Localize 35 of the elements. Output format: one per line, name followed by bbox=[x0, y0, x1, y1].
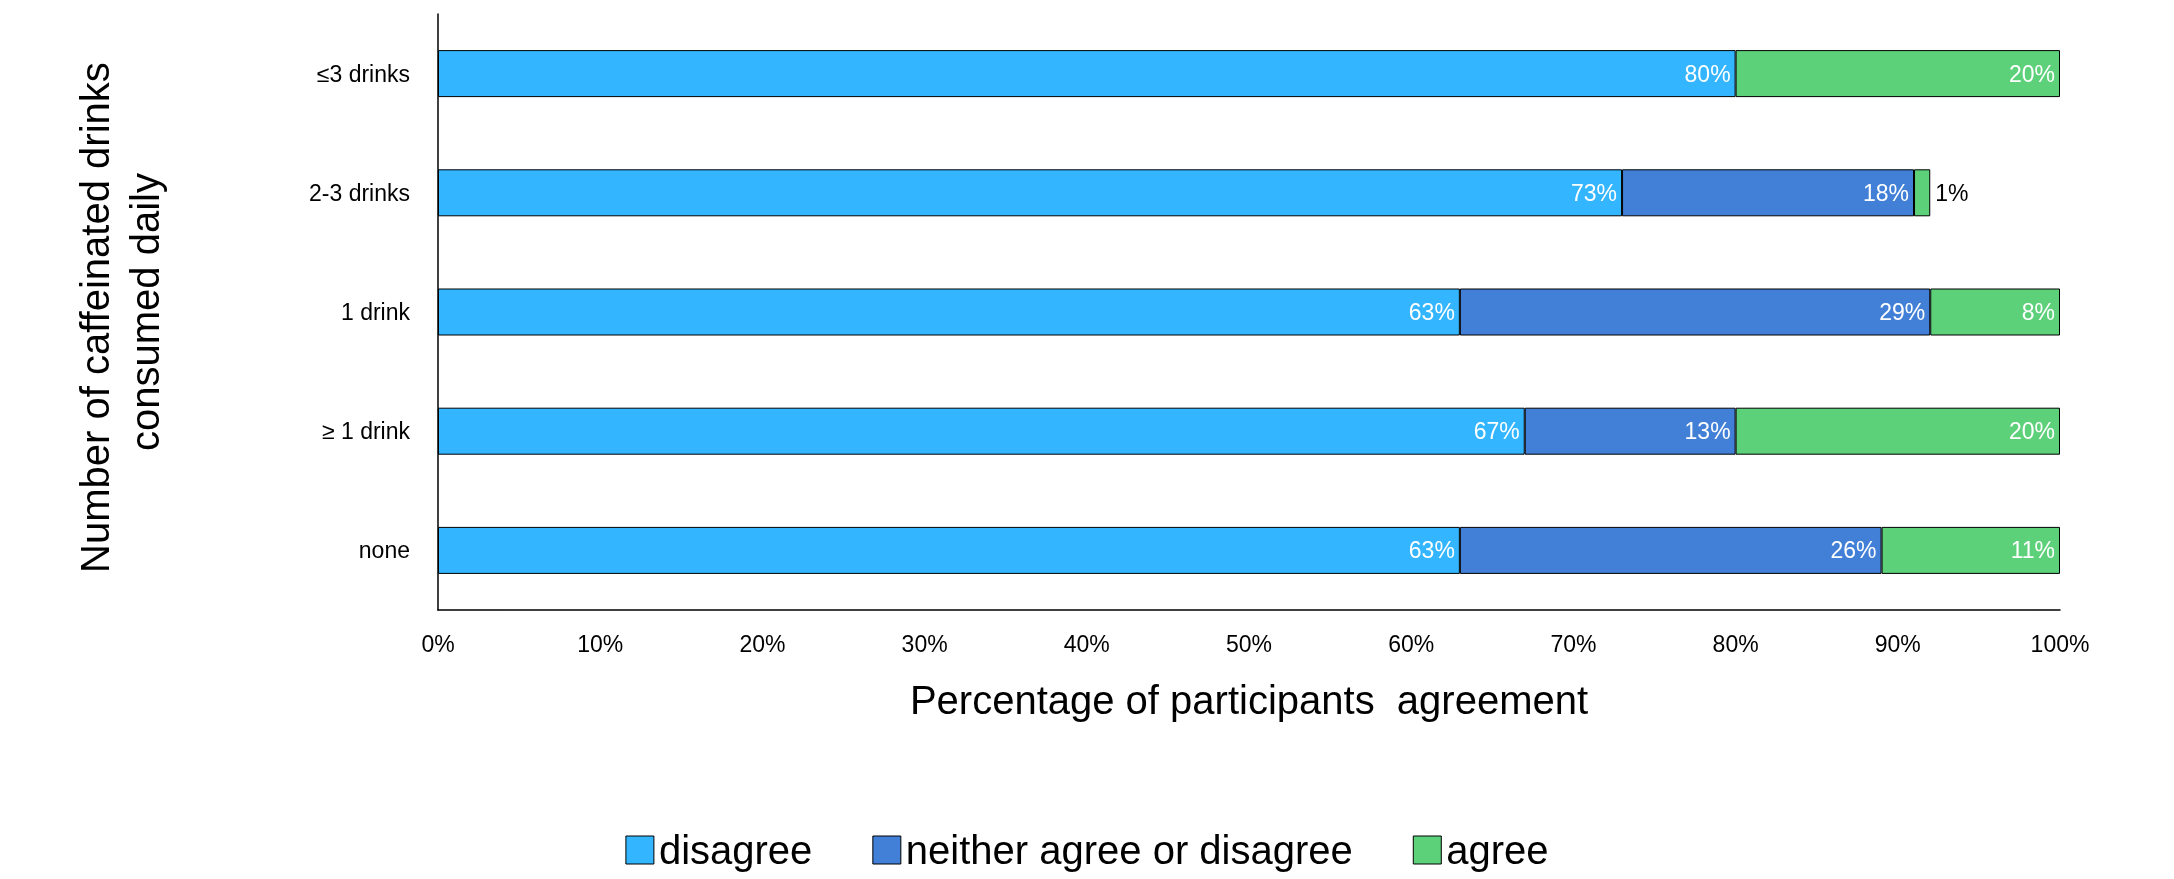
y-tick-label: none bbox=[358, 537, 410, 564]
data-label: 73% bbox=[1571, 179, 1618, 206]
x-axis-title: Percentage of participants agreement bbox=[909, 678, 1589, 722]
data-label: 20% bbox=[2008, 60, 2055, 87]
x-tick-label: 100% bbox=[2030, 630, 2090, 657]
x-tick-label: 60% bbox=[1388, 630, 1435, 657]
data-label: 63% bbox=[1408, 537, 1455, 564]
data-label: 11% bbox=[2010, 537, 2055, 564]
legend-label: disagree bbox=[658, 828, 813, 872]
legend-label: neither agree or disagree bbox=[905, 828, 1353, 872]
y-tick-label: ≤3 drinks bbox=[316, 60, 410, 87]
data-label: 67% bbox=[1473, 418, 1520, 445]
data-label: 29% bbox=[1879, 299, 1926, 325]
y-tick-label: ≥ 1 drink bbox=[321, 418, 411, 445]
data-label: 1% bbox=[1935, 179, 1969, 206]
data-label: 26% bbox=[1830, 537, 1877, 564]
y-tick-label: 2-3 drinks bbox=[309, 179, 410, 206]
x-tick-label: 20% bbox=[739, 630, 786, 657]
x-tick-label: 10% bbox=[577, 630, 624, 657]
x-tick-label: 80% bbox=[1712, 630, 1759, 657]
x-tick-label: 70% bbox=[1550, 630, 1597, 657]
x-tick-label: 0% bbox=[421, 630, 455, 657]
y-tick-label: 1 drink bbox=[340, 299, 411, 325]
x-tick-label: 50% bbox=[1225, 630, 1273, 657]
data-label: 13% bbox=[1684, 418, 1731, 445]
x-tick-label: 40% bbox=[1063, 630, 1110, 657]
legend-label: agree bbox=[1446, 828, 1549, 872]
data-label: 20% bbox=[2008, 418, 2055, 445]
data-label: 18% bbox=[1862, 179, 1910, 206]
data-label: 80% bbox=[1684, 60, 1731, 87]
data-label: 63% bbox=[1408, 299, 1455, 325]
data-label: 8% bbox=[2021, 299, 2055, 325]
x-tick-label: 30% bbox=[901, 630, 948, 657]
x-tick-label: 90% bbox=[1874, 630, 1921, 657]
y-axis-title: Number of caffeinated drinks consumed daily bbox=[73, 51, 167, 573]
